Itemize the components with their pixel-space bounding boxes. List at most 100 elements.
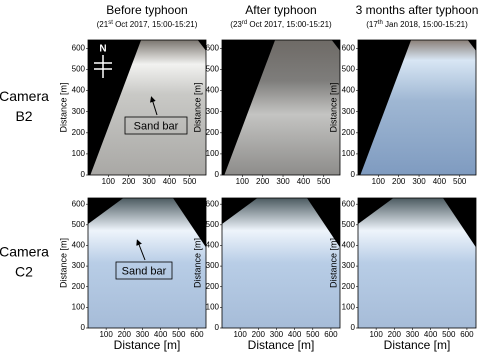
camera-image: [358, 198, 476, 328]
subtitle-part: (17: [366, 20, 378, 29]
panel-frame: [221, 197, 341, 329]
panel-frame: [87, 197, 207, 329]
image-mask: [222, 40, 276, 175]
x-tick-label: 500: [172, 330, 186, 339]
x-tick-label: 200: [388, 330, 402, 339]
y-tick-label: 500: [72, 220, 86, 229]
y-tick-label: 0: [215, 323, 220, 332]
y-tick-label: 100: [342, 149, 356, 158]
y-tick-label: 200: [342, 282, 356, 291]
x-tick-label: 400: [424, 330, 438, 339]
image-mask: [442, 198, 476, 248]
y-tick-label: 600: [72, 199, 86, 208]
annotation-text: Sand bar: [122, 265, 167, 277]
x-tick-label: 500: [442, 330, 456, 339]
camera-image: [222, 198, 340, 328]
row-label: C2: [15, 264, 33, 280]
image-mask: [88, 198, 124, 224]
annotation-arrow: [136, 239, 146, 261]
image-mask: [358, 198, 394, 224]
x-axis-label: Distance [m]: [114, 338, 181, 352]
y-tick-label: 100: [72, 302, 86, 311]
y-tick-label: 0: [81, 323, 86, 332]
y-tick-label: 300: [72, 107, 86, 116]
y-axis-label: Distance [m]: [328, 238, 338, 288]
subtitle-sup: th: [378, 20, 383, 26]
x-tick-label: 400: [297, 177, 311, 186]
y-tick-label: 300: [206, 107, 220, 116]
column-subtitle: (21st Oct 2017, 15:00-15:21): [97, 20, 198, 30]
y-tick-label: 400: [342, 86, 356, 95]
x-tick-label: 500: [317, 177, 331, 186]
subtitle-part: Oct 2017, 15:00-15:21): [113, 20, 198, 29]
subtitle-sup: rd: [242, 20, 247, 26]
image-mask: [331, 40, 340, 51]
image-mask: [358, 40, 412, 175]
subtitle-part: (23: [230, 20, 242, 29]
row-label: Camera: [0, 88, 49, 104]
x-axis-label: Distance [m]: [248, 338, 315, 352]
y-axis-label: Distance [m]: [328, 82, 338, 132]
x-tick-label: 500: [453, 177, 467, 186]
y-tick-label: 300: [72, 261, 86, 270]
x-tick-label: 400: [433, 177, 447, 186]
annotation-box: [115, 261, 173, 280]
x-tick-label: 300: [276, 177, 290, 186]
y-tick-label: 200: [206, 128, 220, 137]
x-tick-label: 100: [102, 177, 116, 186]
x-tick-label: 400: [163, 177, 177, 186]
image-mask: [172, 198, 206, 248]
y-tick-label: 300: [206, 261, 220, 270]
x-tick-label: 300: [406, 330, 420, 339]
y-tick-label: 200: [72, 128, 86, 137]
image-mask: [197, 40, 206, 51]
camera-image: [88, 198, 206, 328]
y-tick-label: 500: [342, 220, 356, 229]
x-tick-label: 300: [412, 177, 426, 186]
column-subtitle: (23rd Oct 2017, 15:00-15:21): [230, 20, 332, 30]
row-label: Camera: [0, 244, 49, 260]
y-tick-label: 0: [351, 170, 356, 179]
y-tick-label: 600: [72, 44, 86, 53]
row-label: B2: [15, 108, 32, 124]
y-tick-label: 300: [342, 261, 356, 270]
x-tick-label: 100: [372, 177, 386, 186]
x-tick-label: 300: [136, 330, 150, 339]
y-tick-label: 600: [206, 44, 220, 53]
y-tick-label: 500: [342, 65, 356, 74]
y-axis-label: Distance [m]: [58, 238, 68, 288]
y-tick-label: 100: [342, 302, 356, 311]
y-tick-label: 500: [206, 65, 220, 74]
panel-frame: [87, 39, 207, 176]
column-title: 3 months after typhoon: [356, 3, 479, 17]
subtitle-sup: st: [108, 20, 113, 26]
image-mask: [88, 40, 142, 175]
panel-frame: [221, 39, 341, 176]
y-tick-label: 400: [72, 241, 86, 250]
y-tick-label: 400: [72, 86, 86, 95]
panel-frame: [357, 39, 477, 176]
compass-label: N: [99, 44, 106, 55]
annotation-box: [124, 116, 188, 135]
x-tick-label: 100: [233, 330, 247, 339]
x-tick-label: 600: [324, 330, 338, 339]
x-tick-label: 200: [252, 330, 266, 339]
y-axis-label: Distance [m]: [192, 238, 202, 288]
y-tick-label: 0: [81, 170, 86, 179]
image-mask: [467, 40, 476, 51]
x-tick-label: 600: [190, 330, 204, 339]
y-tick-label: 200: [342, 128, 356, 137]
y-tick-label: 600: [342, 199, 356, 208]
annotation-arrow: [150, 96, 158, 116]
subtitle-part: Oct 2017, 15:00-15:21): [247, 20, 332, 29]
x-tick-label: 100: [369, 330, 383, 339]
y-tick-label: 400: [342, 241, 356, 250]
x-tick-label: 200: [256, 177, 270, 186]
x-tick-label: 100: [236, 177, 250, 186]
x-tick-label: 400: [288, 330, 302, 339]
annotation-text: Sand bar: [134, 120, 179, 132]
y-tick-label: 300: [342, 107, 356, 116]
y-tick-label: 100: [206, 302, 220, 311]
x-tick-label: 600: [460, 330, 474, 339]
